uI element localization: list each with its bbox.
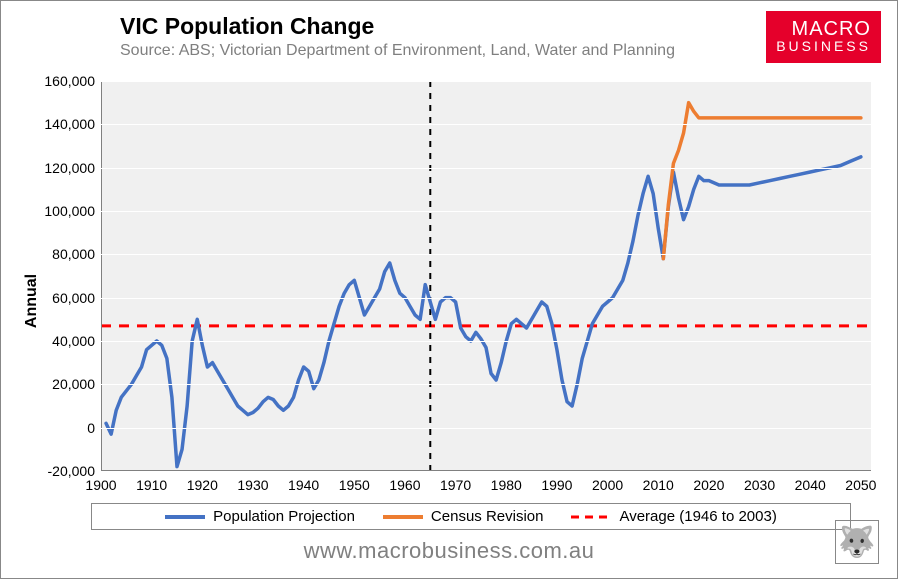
chart-svg bbox=[101, 81, 871, 471]
y-tick-label: 0 bbox=[25, 420, 95, 436]
grid-line bbox=[101, 211, 871, 212]
grid-line bbox=[101, 168, 871, 169]
series-population-projection bbox=[106, 157, 861, 467]
y-tick-label: 40,000 bbox=[25, 333, 95, 349]
x-tick-label: 1910 bbox=[136, 477, 167, 493]
y-tick-label: 20,000 bbox=[25, 376, 95, 392]
x-tick-label: 2020 bbox=[693, 477, 724, 493]
y-tick-label: 100,000 bbox=[25, 203, 95, 219]
y-tick-label: 80,000 bbox=[25, 246, 95, 262]
y-tick-label: 140,000 bbox=[25, 116, 95, 132]
x-tick-label: 1940 bbox=[288, 477, 319, 493]
grid-line bbox=[101, 254, 871, 255]
grid-line bbox=[101, 428, 871, 429]
y-axis-line bbox=[101, 81, 102, 471]
x-tick-label: 1900 bbox=[85, 477, 116, 493]
legend-label: Average (1946 to 2003) bbox=[619, 508, 776, 525]
plot-wrap: -20,000020,00040,00060,00080,000100,0001… bbox=[101, 81, 871, 471]
y-tick-label: 160,000 bbox=[25, 73, 95, 89]
legend-swatch bbox=[571, 510, 611, 524]
x-tick-label: 2000 bbox=[592, 477, 623, 493]
plot-area: -20,000020,00040,00060,00080,000100,0001… bbox=[101, 81, 871, 471]
grid-line bbox=[101, 124, 871, 125]
x-tick-label: 1980 bbox=[491, 477, 522, 493]
watermark: www.macrobusiness.com.au bbox=[304, 538, 595, 564]
logo-line1: MACRO bbox=[776, 19, 871, 39]
legend-swatch bbox=[165, 510, 205, 524]
x-tick-label: 2040 bbox=[795, 477, 826, 493]
grid-line bbox=[101, 298, 871, 299]
x-tick-label: 1960 bbox=[389, 477, 420, 493]
x-tick-label: 1930 bbox=[237, 477, 268, 493]
x-tick-label: 2030 bbox=[744, 477, 775, 493]
x-tick-label: 1990 bbox=[541, 477, 572, 493]
x-tick-label: 2010 bbox=[643, 477, 674, 493]
legend-item: Average (1946 to 2003) bbox=[571, 508, 776, 525]
logo-line2: BUSINESS bbox=[776, 39, 871, 53]
brand-logo: MACRO BUSINESS bbox=[766, 11, 881, 63]
x-tick-label: 1950 bbox=[339, 477, 370, 493]
chart-container: VIC Population Change Source: ABS; Victo… bbox=[1, 1, 897, 578]
wolf-icon: 🐺 bbox=[835, 520, 879, 564]
grid-line bbox=[101, 81, 871, 82]
y-tick-label: 120,000 bbox=[25, 160, 95, 176]
y-tick-label: 60,000 bbox=[25, 290, 95, 306]
legend-item: Population Projection bbox=[165, 508, 355, 525]
x-tick-label: 1920 bbox=[187, 477, 218, 493]
legend-label: Census Revision bbox=[431, 508, 544, 525]
legend-label: Population Projection bbox=[213, 508, 355, 525]
x-tick-label: 1970 bbox=[440, 477, 471, 493]
x-tick-label: 2050 bbox=[845, 477, 876, 493]
grid-line bbox=[101, 384, 871, 385]
legend-item: Census Revision bbox=[383, 508, 544, 525]
legend-swatch bbox=[383, 510, 423, 524]
grid-line bbox=[101, 471, 871, 472]
legend: Population Projection Census Revision Aver… bbox=[91, 503, 851, 530]
grid-line bbox=[101, 341, 871, 342]
